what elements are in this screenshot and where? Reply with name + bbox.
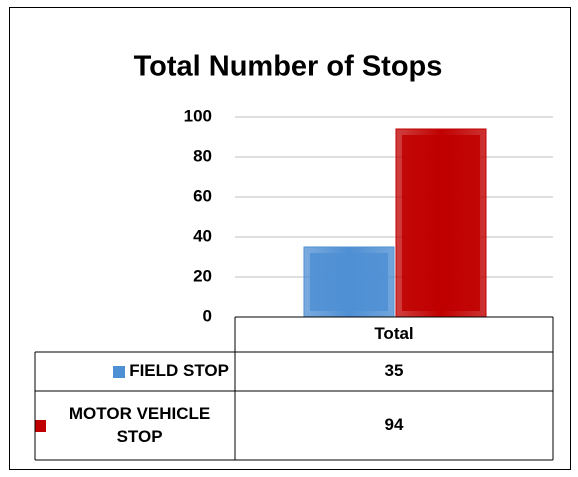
y-tick-label: 100: [184, 106, 212, 125]
legend-item-text: MOTOR VEHICLE STOP: [35, 391, 235, 460]
legend-swatch: [113, 365, 126, 378]
table-value: 35: [384, 361, 404, 381]
legend-label: FIELD STOP: [129, 361, 229, 381]
bar-bevel: [402, 135, 480, 311]
legend-label: MOTOR VEHICLE STOP: [68, 404, 211, 446]
legend-item: FIELD STOP: [35, 352, 235, 391]
legend-item: MOTOR VEHICLE STOP: [35, 391, 235, 460]
table-value-text: 35: [384, 361, 404, 381]
chart-title: Total Number of Stops: [134, 51, 443, 83]
y-tick-label: 40: [193, 226, 212, 245]
y-tick-label: 60: [193, 186, 212, 205]
table-header-text: Total: [374, 324, 414, 344]
table-value-text: 94: [384, 415, 404, 435]
legend-item-text: FIELD STOP: [35, 352, 235, 391]
bar-bevel: [310, 253, 388, 311]
y-tick-label: 20: [193, 266, 212, 285]
y-tick-label: 80: [193, 146, 212, 165]
legend-swatch: [35, 419, 47, 432]
y-tick-label: 0: [203, 306, 212, 325]
table-value: 94: [384, 415, 404, 435]
table-header: Total: [374, 324, 414, 344]
